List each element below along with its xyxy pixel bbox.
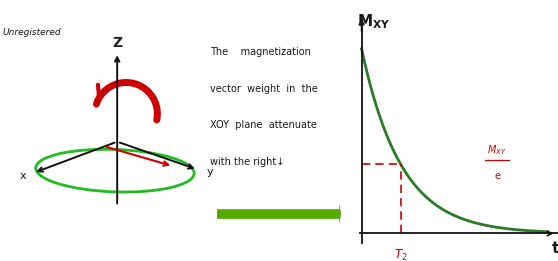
Text: x: x: [20, 171, 27, 181]
Text: vector  weight  in  the: vector weight in the: [210, 84, 318, 93]
Text: The    magnetization: The magnetization: [210, 47, 310, 57]
Text: Z: Z: [112, 37, 122, 50]
Text: $M_{XY}$: $M_{XY}$: [487, 143, 507, 157]
Text: with the right↓: with the right↓: [210, 157, 284, 167]
Text: t: t: [552, 241, 558, 256]
Text: e: e: [494, 171, 500, 181]
Text: Unregistered: Unregistered: [2, 28, 61, 37]
Text: $\mathbf{M_{XY}}$: $\mathbf{M_{XY}}$: [357, 12, 390, 31]
Text: $T_2$: $T_2$: [394, 248, 407, 261]
Text: y: y: [206, 167, 213, 177]
Text: XOY  plane  attenuate: XOY plane attenuate: [210, 120, 316, 130]
